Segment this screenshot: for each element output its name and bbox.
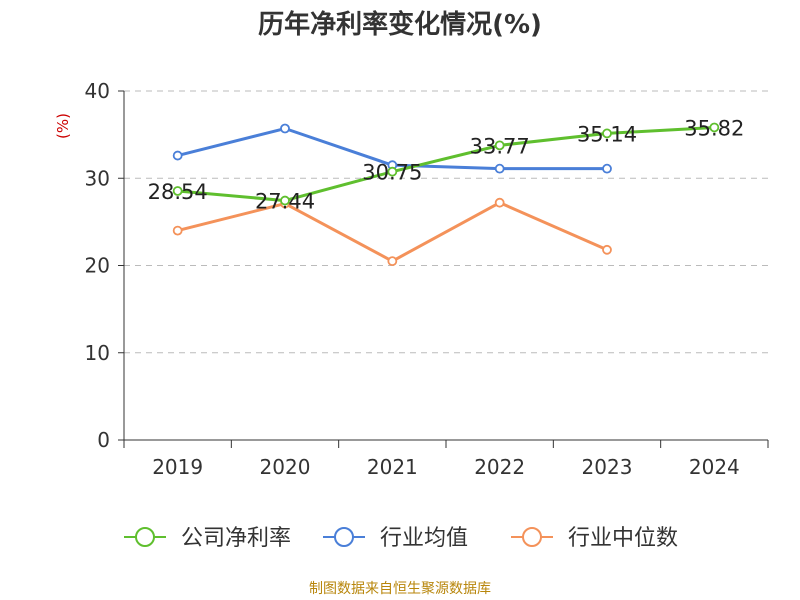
data-point-1-2019 (172, 150, 183, 161)
legend-marker-1 (334, 527, 354, 547)
data-point-2-2022 (494, 197, 505, 208)
x-tick-label-2022: 2022 (474, 455, 525, 479)
y-tick-label-30: 30 (85, 166, 110, 190)
data-label-2019: 28.54 (148, 180, 208, 204)
series-line-2 (177, 201, 608, 263)
data-point-0-2019 (172, 186, 183, 196)
data-point-1-2023 (602, 163, 612, 174)
y-axis-label: (%) (54, 113, 72, 139)
data-label-2023: 35.14 (577, 122, 637, 146)
legend-label-1: 行业均值 (380, 526, 468, 551)
y-tick-label-0: 0 (97, 428, 110, 452)
x-tick-label-2023: 2023 (582, 455, 633, 479)
data-point-0-2020 (280, 195, 290, 206)
data-label-2021: 30.75 (362, 161, 422, 185)
y-tick-label-20: 20 (85, 254, 110, 278)
chart-title: 历年净利率变化情况(%) (258, 10, 542, 40)
x-tick-label-2019: 2019 (152, 455, 203, 479)
x-tick-label-2020: 2020 (260, 455, 311, 479)
data-point-2-2021 (387, 256, 398, 267)
legend-marker-2 (522, 527, 542, 547)
legend-label-2: 行业中位数 (568, 526, 678, 551)
data-label-2020: 27.44 (255, 190, 315, 214)
data-point-2-2023 (602, 244, 612, 255)
data-point-0-2021 (387, 166, 398, 177)
data-label-2022: 33.77 (470, 134, 530, 158)
data-point-0-2024 (709, 122, 720, 133)
x-tick-label-2024: 2024 (689, 455, 740, 479)
series-line-0 (177, 125, 715, 203)
y-tick-label-40: 40 (85, 79, 110, 103)
x-tick-label-2021: 2021 (367, 455, 418, 479)
data-point-1-2022 (494, 163, 505, 174)
data-point-1-2020 (280, 123, 290, 134)
data-point-0-2022 (494, 140, 505, 151)
data-point-0-2023 (602, 128, 612, 139)
data-label-2024: 35.82 (684, 116, 744, 140)
source-note: 制图数据来自恒生聚源数据库 (309, 581, 491, 597)
y-tick-label-10: 10 (85, 341, 110, 365)
legend-label-0: 公司净利率 (181, 526, 291, 551)
data-point-2-2019 (172, 225, 183, 236)
legend-marker-0 (135, 527, 155, 547)
